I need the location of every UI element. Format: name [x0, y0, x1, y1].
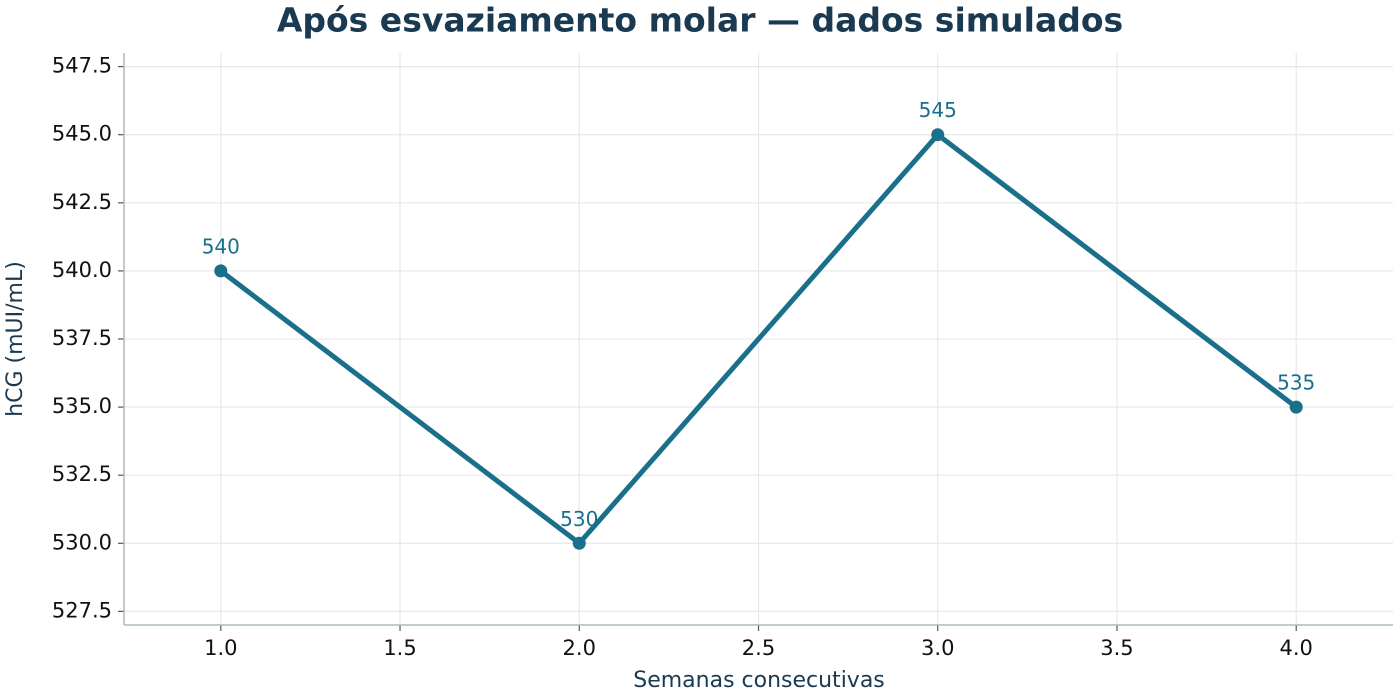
point	[572, 536, 586, 550]
chart-title: Após esvaziamento molar — dados simulado…	[277, 1, 1123, 40]
x-tick-label: 1.5	[383, 636, 416, 660]
y-tick-label: 537.5	[52, 326, 112, 350]
x-tick-label: 3.5	[1100, 636, 1133, 660]
y-tick-label: 547.5	[52, 54, 112, 78]
data-label: 545	[919, 98, 957, 122]
data-label: 540	[202, 234, 240, 258]
y-tick-label: 545.0	[52, 122, 112, 146]
x-tick-label: 2.5	[742, 636, 775, 660]
line	[219, 132, 1298, 546]
y-tick-label: 530.0	[52, 530, 112, 554]
y-tick-label: 542.5	[52, 190, 112, 214]
x-tick-label: 3.0	[921, 636, 954, 660]
y-axis-label: hCG (mUI/mL)	[3, 261, 28, 417]
y-tick-label: 540.0	[52, 258, 112, 282]
x-axis-label: Semanas consecutivas	[633, 668, 885, 693]
data-label: 535	[1277, 371, 1315, 395]
y-tick-label: 535.0	[52, 394, 112, 418]
x-tick-label: 2.0	[563, 636, 596, 660]
point	[1289, 400, 1303, 414]
x-tick-label: 1.0	[204, 636, 237, 660]
data-label: 530	[560, 507, 598, 531]
x-tick-label: 4.0	[1280, 636, 1313, 660]
point	[214, 264, 228, 278]
point	[931, 128, 945, 142]
y-tick-label: 532.5	[52, 462, 112, 486]
y-tick-label: 527.5	[52, 598, 112, 622]
